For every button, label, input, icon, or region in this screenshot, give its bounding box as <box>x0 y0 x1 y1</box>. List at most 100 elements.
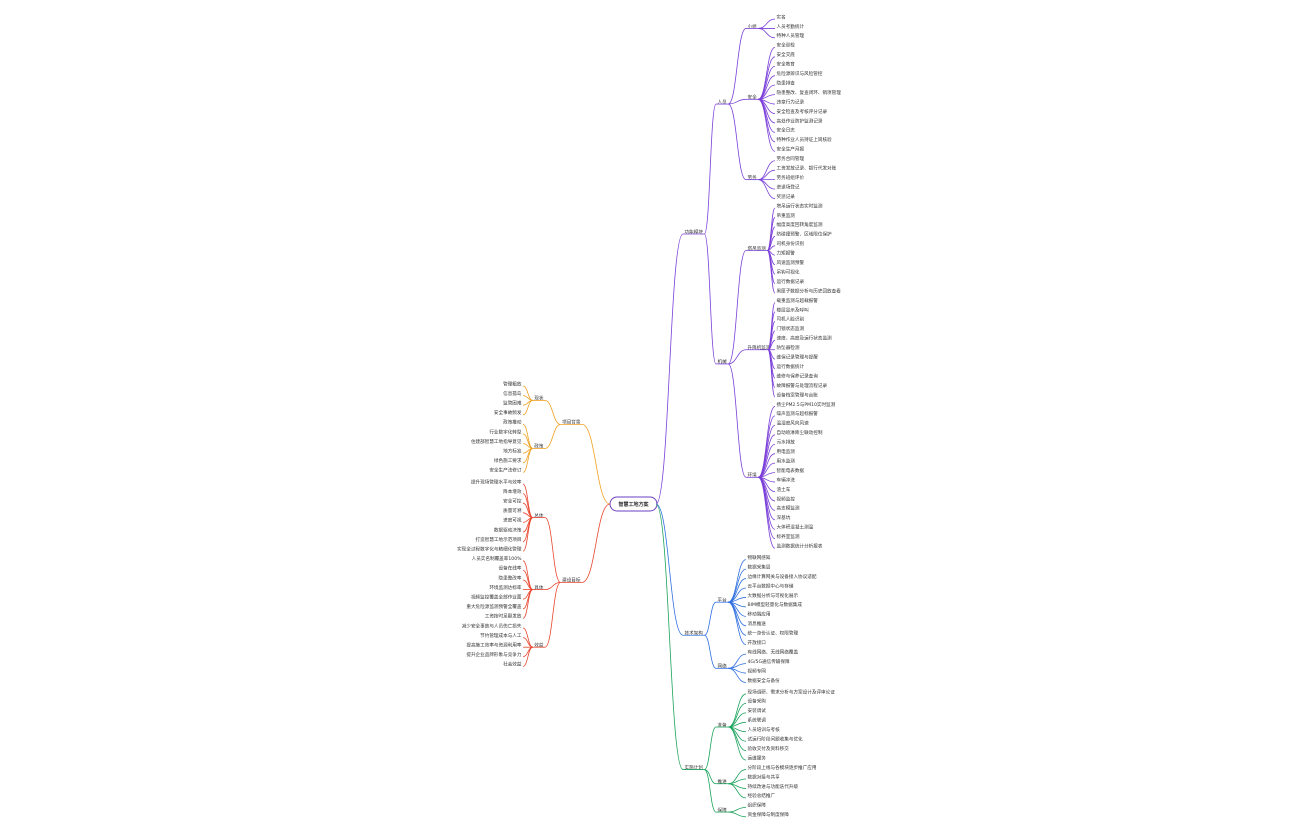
connector <box>757 415 776 478</box>
leaf-label: 经验总结推广 <box>748 792 776 799</box>
connector <box>544 582 561 590</box>
leaf-label: 降本增效 <box>503 488 522 495</box>
leaf-label: 提升企业品牌形象与竞争力 <box>466 651 522 658</box>
leaf-label: 监管困难 <box>503 400 522 407</box>
connector <box>728 703 747 728</box>
connector <box>704 769 717 813</box>
leaf-label: 司机人脸识别 <box>777 316 805 323</box>
connector <box>728 726 747 752</box>
topic-label: 小组 <box>748 23 758 30</box>
topic-label: 机械 <box>718 358 728 365</box>
leaf-label: 违章行为记录 <box>777 98 805 105</box>
connector <box>728 811 747 818</box>
leaf-label: 设备在线率 <box>499 565 522 572</box>
connector <box>522 483 534 518</box>
leaf-label: 视频监控 <box>777 495 796 502</box>
leaf-label: 提升现场管理水平与效率 <box>471 478 522 485</box>
leaf-label: 社会效益 <box>503 661 522 668</box>
leaf-label: 特种人员管理 <box>777 32 805 39</box>
leaf-label: 实名 <box>777 13 786 20</box>
topic-label: 安全 <box>748 94 758 101</box>
leaf-label: 持续改进与功能迭代升级 <box>748 783 799 790</box>
leaf-label: 渣土车 <box>777 486 791 493</box>
connector <box>704 634 717 669</box>
connector <box>757 476 776 540</box>
topic-label: 保障 <box>718 806 728 813</box>
topic-label: 升降机监测 <box>748 344 771 351</box>
leaf-label: 安全教育 <box>777 61 796 68</box>
topic-label: 建设目标 <box>562 577 581 584</box>
leaf-label: 楼层显示及呼叫 <box>777 306 810 313</box>
connector <box>758 179 776 199</box>
connector <box>655 503 684 636</box>
leaf-label: 数据对接与共享 <box>748 773 781 780</box>
connector <box>522 424 533 449</box>
topic-label: 总体 <box>534 512 544 519</box>
leaf-label: 质量可溯 <box>503 507 522 514</box>
connector <box>728 98 747 105</box>
leaf-label: 试运行阶段问题收集与优化 <box>748 736 804 743</box>
connector <box>522 517 534 552</box>
connector <box>728 601 747 646</box>
topic-label: 效益 <box>534 642 544 649</box>
leaf-label: 监测数据统计分析报表 <box>777 543 823 550</box>
connector <box>522 493 533 518</box>
connector <box>728 806 747 813</box>
leaf-label: 云平台数据中心与存储 <box>748 582 794 589</box>
connector <box>728 726 747 761</box>
leaf-label: 人员考勤统计 <box>777 23 805 30</box>
topic-label: 现状 <box>534 395 544 402</box>
connector <box>522 589 534 619</box>
leaf-label: 数据采集层 <box>748 563 771 570</box>
connector <box>728 559 747 603</box>
connector <box>758 56 776 100</box>
connector <box>728 349 747 365</box>
connector <box>655 233 684 505</box>
connector <box>727 103 747 181</box>
connector <box>757 476 776 549</box>
topic-label: 人员 <box>718 99 728 105</box>
topic-label: 功能模块 <box>685 228 704 235</box>
topic-label: 实施计划 <box>685 764 704 771</box>
leaf-label: 工资按时足额发放 <box>485 613 522 620</box>
topic-label: 推进 <box>718 778 728 785</box>
connector <box>728 667 747 683</box>
leaf-label: 工资发放记录、银行代发对账 <box>777 165 837 172</box>
connector <box>522 400 533 416</box>
leaf-label: 故障报警与处理流程记录 <box>777 382 828 389</box>
topic-label: 具体 <box>534 584 544 591</box>
leaf-label: 进退场登记 <box>777 183 800 190</box>
leaf-label: 风速监测预警 <box>777 259 805 266</box>
connector <box>728 601 747 636</box>
leaf-label: 维保记录管理与提醒 <box>777 354 819 361</box>
leaf-label: 打造智慧工地示范项目 <box>476 536 522 543</box>
leaf-label: 数据驱动决策 <box>494 526 522 533</box>
connector <box>767 250 776 284</box>
leaf-label: 地方标准 <box>503 448 522 455</box>
leaf-label: 安全巡检 <box>777 42 796 49</box>
leaf-label: 吊重监测 <box>777 212 796 219</box>
leaf-label: 大体积混凝土测温 <box>777 524 814 531</box>
leaf-label: 吊钩可视化 <box>777 268 800 275</box>
topic-label: 劳务 <box>748 174 758 181</box>
leaf-label: 危险源辨识与风险管控 <box>777 70 823 77</box>
leaf-label: 自动喷淋降尘联动控制 <box>777 429 823 436</box>
leaf-label: 边缘计算网关与设备接入协议适配 <box>748 573 817 580</box>
leaf-label: 特种作业人员持证上岗核验 <box>777 136 833 143</box>
leaf-label: 分阶段上线与各模块逐步推广应用 <box>748 764 817 771</box>
connector <box>522 646 533 667</box>
connector <box>544 517 561 583</box>
connector <box>758 18 776 29</box>
leaf-label: 速度、高度及运行状态监测 <box>777 335 833 342</box>
leaf-label: 安全生产法修订 <box>489 467 522 474</box>
leaf-label: 安全日志 <box>777 127 796 134</box>
connector <box>727 363 747 478</box>
leaf-label: 噪声监测与超标报警 <box>777 410 819 417</box>
connector <box>758 65 776 100</box>
connector <box>758 434 776 478</box>
leaf-label: 安全检查及考核评分记录 <box>777 108 828 115</box>
leaf-label: 减少安全事故与人员伤亡损失 <box>462 622 522 629</box>
leaf-label: 司机身份识别 <box>777 240 805 247</box>
leaf-label: 行业数字化转型 <box>489 428 522 435</box>
